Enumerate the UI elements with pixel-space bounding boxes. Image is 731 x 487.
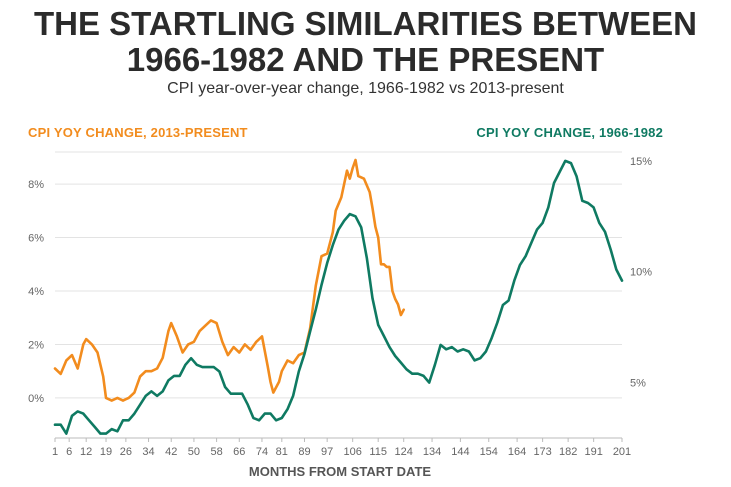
series-line-2013-present [53, 158, 405, 402]
x-tick-label: 66 [233, 446, 245, 458]
x-tick-label: 58 [210, 446, 222, 458]
left-axis-ticks: 0% 2% 4% 6% 8% [28, 179, 44, 405]
chart-title: THE STARTLING SIMILARITIES BETWEEN 1966-… [0, 6, 731, 78]
legend-orange-series: CPI YOY CHANGE, 2013-PRESENT [28, 125, 248, 140]
chart-subtitle: CPI year-over-year change, 1966-1982 vs … [167, 80, 564, 97]
x-tick-label: 201 [613, 446, 631, 458]
x-tick-label: 6 [66, 446, 72, 458]
right-tick-label: 5% [630, 378, 646, 390]
title-line-1: THE STARTLING SIMILARITIES BETWEEN [33, 5, 698, 42]
x-tick-label: 97 [321, 446, 333, 458]
left-tick-label: 6% [28, 233, 44, 245]
x-tick-label: 1 [52, 446, 58, 458]
x-tick-label: 115 [369, 446, 387, 458]
title-line-2: 1966-1982 AND THE PRESENT [126, 41, 605, 78]
x-tick-label: 42 [165, 446, 177, 458]
left-tick-label: 8% [28, 179, 44, 191]
x-tick-label: 89 [298, 446, 310, 458]
x-axis-label: MONTHS FROM START DATE [248, 464, 432, 479]
x-tick-label: 34 [142, 446, 154, 458]
right-axis-ticks: 5% 10% 15% [630, 156, 652, 390]
series-lines [53, 158, 624, 435]
x-tick-label: 144 [451, 446, 469, 458]
right-tick-label: 15% [630, 156, 652, 168]
x-tick-label: 134 [423, 446, 441, 458]
x-tick-label: 12 [80, 446, 92, 458]
x-tick-label: 154 [480, 446, 498, 458]
left-tick-label: 2% [28, 339, 44, 351]
x-tick-label: 124 [395, 446, 413, 458]
x-tick-label: 106 [343, 446, 361, 458]
x-tick-label: 182 [559, 446, 577, 458]
x-tick-label: 173 [533, 446, 551, 458]
gridlines [55, 151, 622, 399]
x-tick-label: 81 [276, 446, 288, 458]
x-tick-label: 191 [584, 446, 602, 458]
left-tick-label: 4% [28, 286, 44, 298]
right-tick-label: 10% [630, 267, 652, 279]
x-axis-ticks: 1 6 12 19 26 34 42 50 58 66 74 81 89 97 106 115 124 134 14… [52, 437, 631, 458]
x-tick-label: 50 [188, 446, 200, 458]
x-tick-label: 164 [508, 446, 526, 458]
left-tick-label: 0% [28, 393, 44, 405]
x-tick-label: 26 [120, 446, 132, 458]
legend-green-series: CPI YOY CHANGE, 1966-1982 [476, 125, 663, 140]
x-tick-label: 19 [100, 446, 112, 458]
x-tick-label: 74 [256, 446, 268, 458]
series-line-1966-1982 [53, 159, 624, 435]
